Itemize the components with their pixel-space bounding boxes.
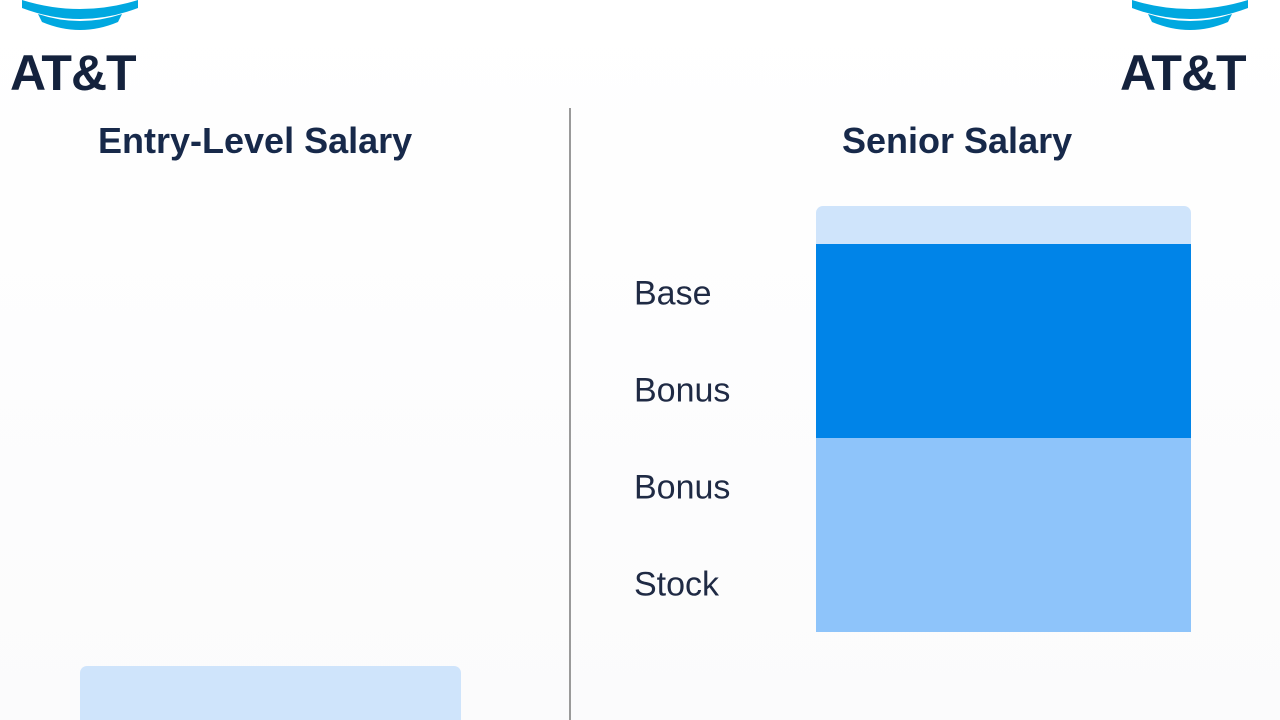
entry-level-bar — [80, 666, 461, 720]
chart-title-entry-level: Entry-Level Salary — [98, 120, 413, 161]
bar-segment-bonus-1 — [816, 341, 1191, 438]
att-logo-text: AT&T — [10, 45, 137, 101]
att-logo-right: AT&T — [1110, 0, 1270, 100]
bar-segment-base-0 — [816, 244, 1191, 341]
globe-icon — [1132, 0, 1248, 30]
senior-chart: Base Bonus Bonus Stock — [634, 206, 1191, 632]
panel-divider — [569, 108, 571, 720]
category-label-2: Bonus — [634, 469, 730, 507]
att-logo-text: AT&T — [1120, 45, 1247, 101]
category-label-3: Stock — [634, 566, 720, 604]
globe-icon — [22, 0, 138, 30]
att-logo-left: AT&T — [0, 0, 160, 100]
category-label-1: Bonus — [634, 372, 730, 410]
entry-level-chart — [80, 666, 461, 720]
category-label-0: Base — [634, 275, 712, 313]
senior-bar-cap — [816, 206, 1191, 252]
bar-segment-stock-3 — [816, 535, 1191, 632]
bar-segment-bonus-2 — [816, 438, 1191, 535]
chart-title-senior: Senior Salary — [842, 120, 1073, 161]
